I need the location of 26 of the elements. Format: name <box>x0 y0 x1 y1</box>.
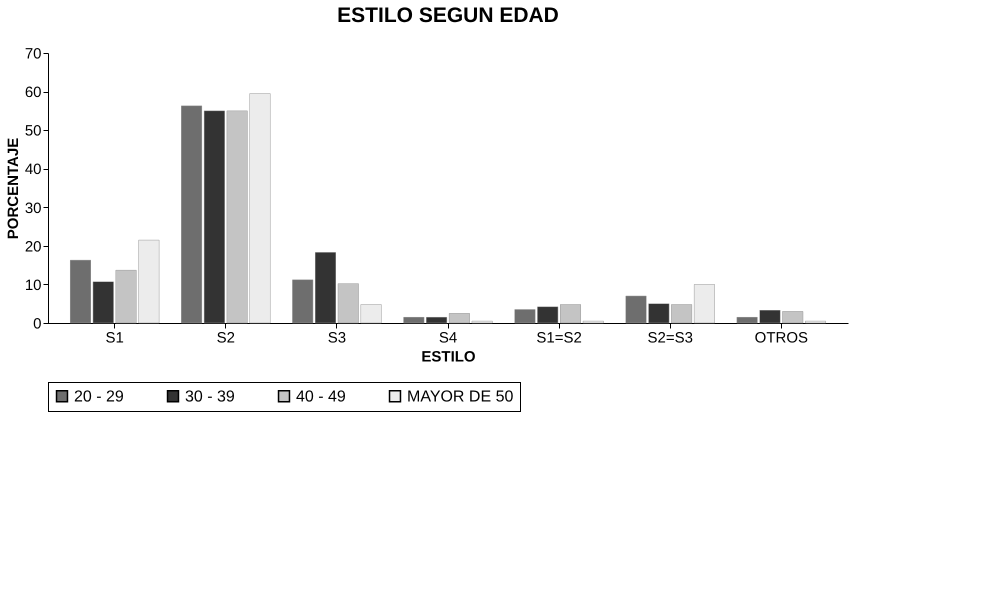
y-tick-label: 0 <box>33 316 42 332</box>
y-tick-label: 60 <box>24 84 42 102</box>
x-axis-title: ESTILO <box>421 348 476 366</box>
x-tick-label: S4 <box>438 330 458 346</box>
y-axis-title: PORCENTAJE <box>4 138 22 240</box>
chart-title: ESTILO SEGUN EDAD <box>337 4 559 27</box>
y-tick-label: 20 <box>24 238 42 256</box>
bar <box>694 284 715 324</box>
bar <box>736 316 758 324</box>
x-tick-label: S2=S3 <box>647 330 693 346</box>
x-tick-label: S3 <box>328 330 346 346</box>
bar <box>138 240 160 324</box>
y-tick-label: 70 <box>24 46 42 62</box>
bar <box>181 106 202 324</box>
y-tick-label: 10 <box>24 276 42 294</box>
x-tick-label: S1=S2 <box>536 330 582 346</box>
legend-label: 20 - 29 <box>74 388 124 406</box>
legend-label: 30 - 39 <box>185 388 235 406</box>
x-tick-label: S2 <box>216 330 235 346</box>
legend-label: MAYOR DE 50 <box>407 388 514 406</box>
legend-label: 40 - 49 <box>296 388 346 406</box>
y-tick-label: 30 <box>24 200 42 217</box>
y-tick-label: 50 <box>24 122 42 140</box>
y-tick-label: 40 <box>24 161 42 178</box>
x-tick-label: OTROS <box>754 330 808 346</box>
x-tick-label: S1 <box>105 330 124 346</box>
